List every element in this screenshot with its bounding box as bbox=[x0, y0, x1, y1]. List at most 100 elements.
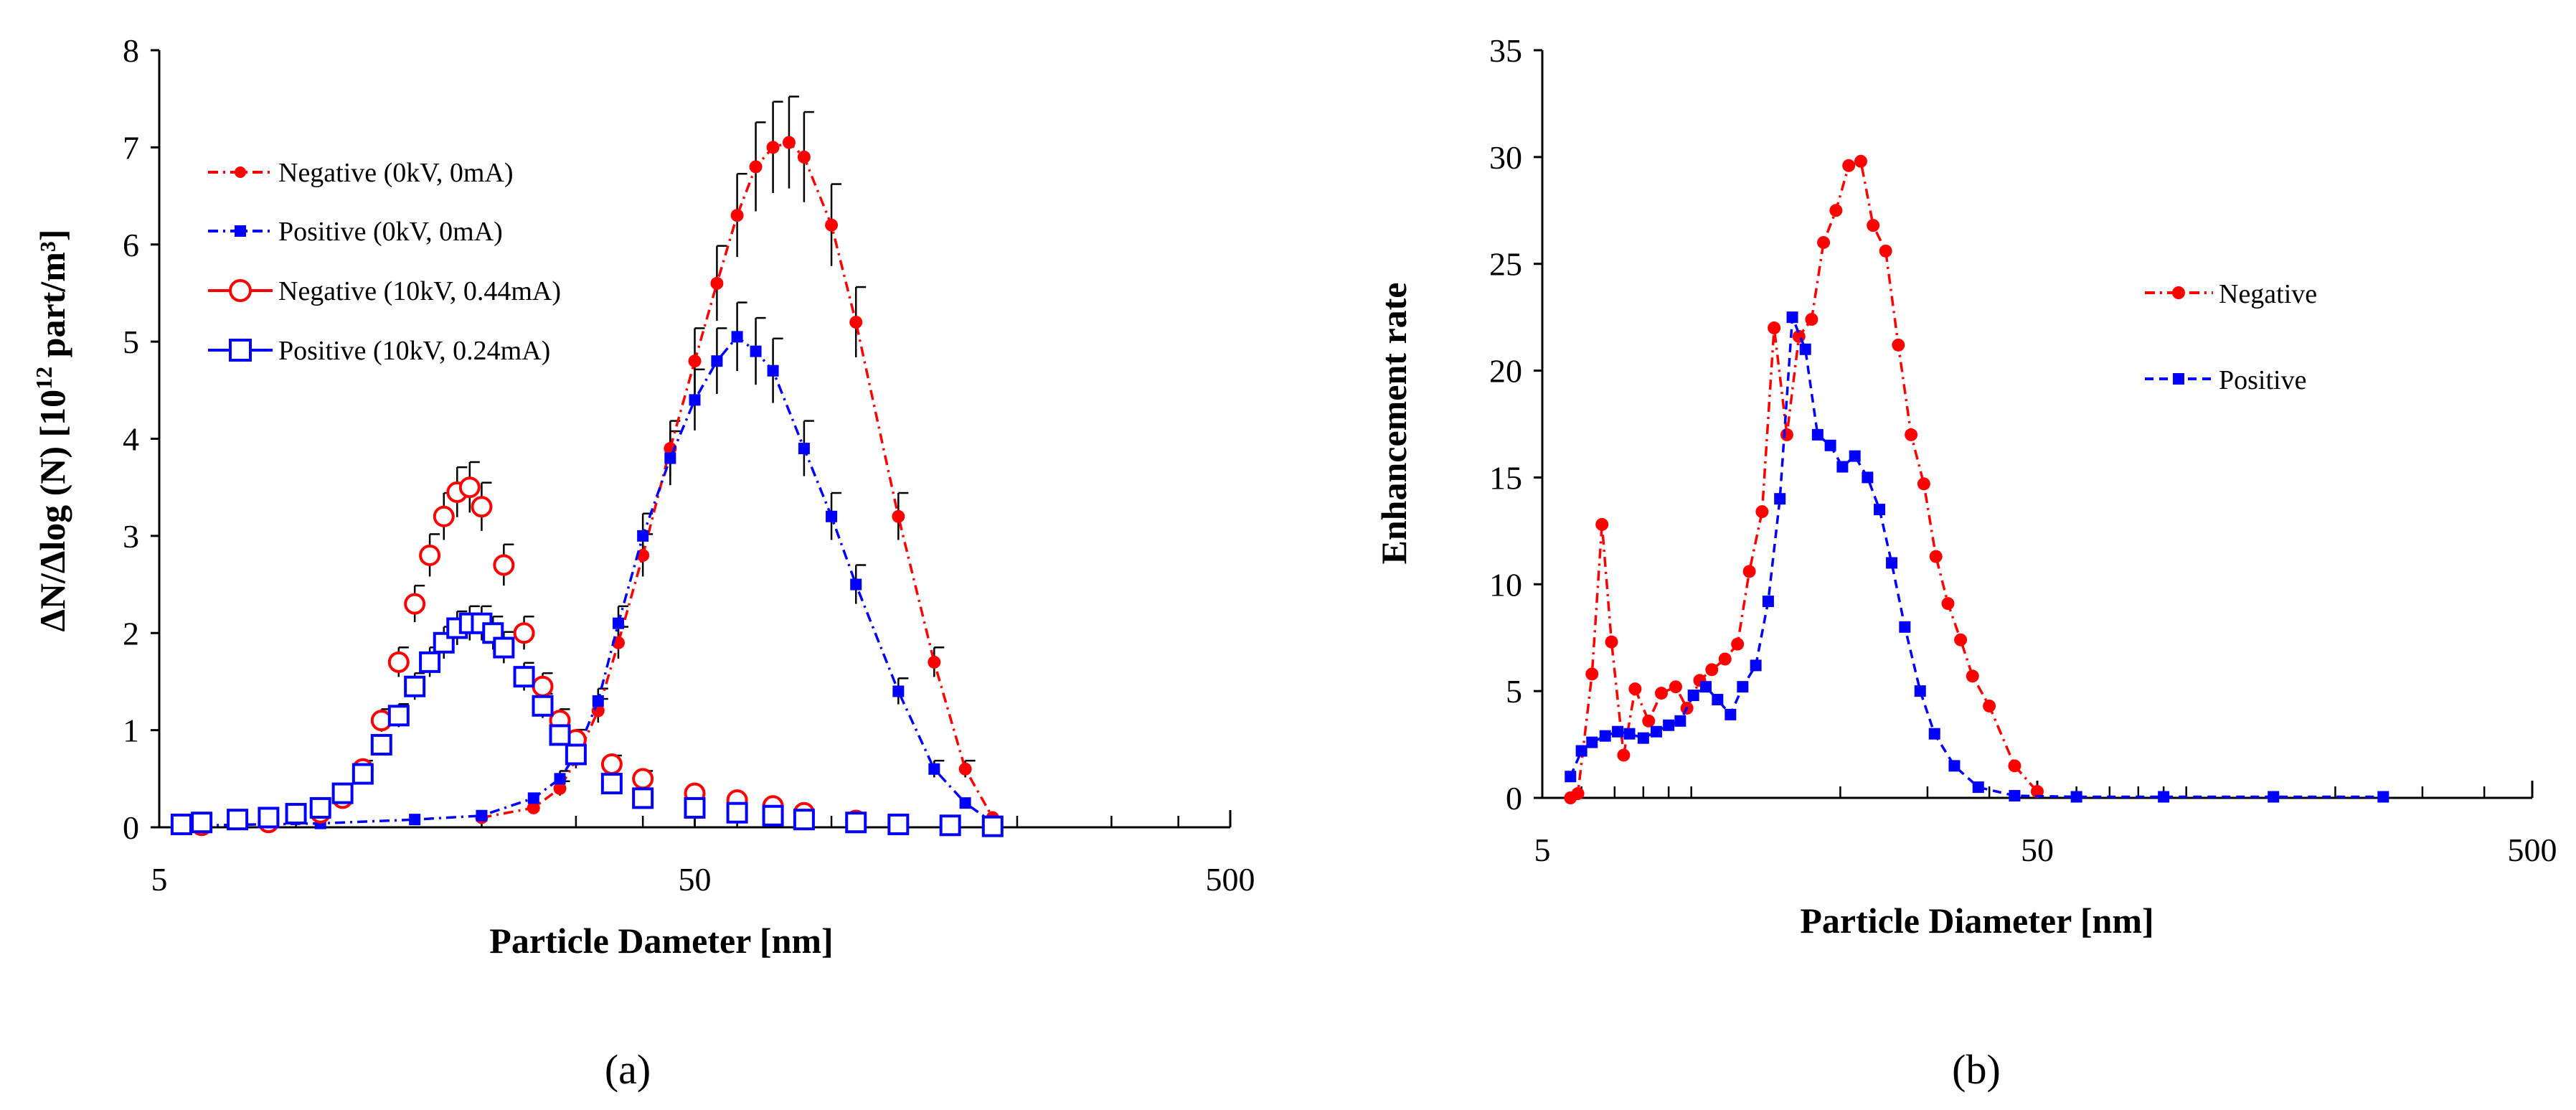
data-point-b-0-7 bbox=[1642, 714, 1656, 728]
panel-b-x-tick-label: 500 bbox=[2508, 832, 2557, 868]
data-point-b-0-25 bbox=[1867, 219, 1880, 232]
panel-a-y-label: ΔN/Δlog (N) [1012 part/m³] bbox=[31, 230, 72, 632]
data-point-b-1-17 bbox=[1774, 493, 1786, 505]
data-point-b-0-20 bbox=[1805, 313, 1818, 326]
data-point-b-0-4 bbox=[1605, 635, 1618, 649]
data-point-a-3-23 bbox=[632, 787, 654, 809]
data-point-a-3-8 bbox=[370, 733, 392, 756]
data-point-a-1-16 bbox=[798, 443, 810, 455]
data-point-a-1-9 bbox=[637, 530, 649, 542]
data-point-a-2-14 bbox=[513, 622, 535, 644]
data-point-a-1-19 bbox=[892, 685, 905, 697]
legend-a-marker-0 bbox=[235, 166, 246, 178]
data-point-b-1-10 bbox=[1687, 690, 1699, 702]
data-point-a-1-20 bbox=[928, 763, 940, 775]
data-point-a-1-7 bbox=[592, 695, 604, 707]
data-point-a-3-0 bbox=[170, 813, 192, 835]
data-point-b-0-24 bbox=[1854, 154, 1867, 168]
data-point-b-0-31 bbox=[1941, 597, 1955, 611]
panel-a-y-tick-label: 2 bbox=[123, 615, 139, 652]
panel-a-y-tick-label: 1 bbox=[123, 712, 139, 749]
data-point-b-0-2 bbox=[1585, 667, 1599, 681]
data-point-a-2-9 bbox=[433, 505, 455, 527]
data-point-a-3-28 bbox=[845, 812, 867, 834]
data-point-b-0-3 bbox=[1595, 517, 1609, 531]
panel-b-y-tick-label: 25 bbox=[1489, 246, 1522, 283]
data-point-a-1-21 bbox=[959, 797, 971, 809]
panel-a-y-tick-label: 8 bbox=[123, 32, 139, 69]
data-point-a-2-8 bbox=[419, 544, 441, 566]
data-point-a-0-16 bbox=[849, 316, 863, 329]
panel-a-axes: 0 1 2 3 4 5 6 7 8 5 50 500 bbox=[123, 32, 1255, 898]
data-point-a-3-31 bbox=[981, 815, 1004, 837]
panel-b-legend: Negative Positive bbox=[2145, 279, 2317, 395]
series-b-0 bbox=[1564, 154, 2044, 804]
data-point-a-0-15 bbox=[825, 218, 839, 232]
data-point-b-1-14 bbox=[1737, 681, 1749, 693]
data-point-a-3-27 bbox=[793, 809, 815, 831]
panel-b-y-tick-label: 30 bbox=[1489, 139, 1522, 176]
panel-b-y-tick-label: 15 bbox=[1489, 459, 1522, 496]
data-point-b-1-25 bbox=[1874, 504, 1886, 516]
data-point-b-0-22 bbox=[1829, 204, 1843, 217]
data-point-a-3-21 bbox=[565, 743, 587, 766]
data-point-a-3-9 bbox=[387, 705, 410, 727]
data-point-a-3-17 bbox=[493, 636, 515, 659]
data-point-a-1-18 bbox=[850, 578, 862, 591]
data-point-a-1-3 bbox=[476, 809, 488, 822]
data-point-a-2-6 bbox=[387, 651, 410, 673]
data-point-a-1-12 bbox=[711, 355, 723, 367]
data-point-b-1-12 bbox=[1712, 694, 1724, 706]
data-point-a-0-2 bbox=[553, 781, 567, 795]
data-point-b-0-1 bbox=[1571, 787, 1585, 801]
data-point-b-0-34 bbox=[1983, 699, 1996, 712]
data-point-b-1-31 bbox=[1972, 781, 1984, 794]
panel-a-y-label-end: part/m³] bbox=[32, 230, 72, 367]
data-point-a-1-2 bbox=[409, 814, 421, 826]
data-point-a-1-15 bbox=[767, 364, 779, 377]
legend-a-label-2: Negative (10kV, 0.44mA) bbox=[278, 276, 561, 306]
data-point-b-1-1 bbox=[1575, 745, 1587, 757]
data-point-a-2-11 bbox=[458, 476, 481, 499]
data-point-a-3-20 bbox=[549, 724, 571, 746]
data-point-a-1-17 bbox=[826, 510, 838, 522]
data-point-b-1-26 bbox=[1886, 557, 1898, 569]
panel-a-legend: Negative (0kV, 0mA) Positive (0kV, 0mA) … bbox=[208, 158, 561, 366]
data-point-a-1-8 bbox=[612, 617, 624, 629]
panel-a-series bbox=[170, 136, 1004, 837]
panel-a-x-tick-label: 50 bbox=[679, 861, 712, 898]
data-point-a-3-3 bbox=[258, 806, 280, 829]
data-point-b-1-11 bbox=[1699, 681, 1712, 693]
legend-a-label-1: Positive (0kV, 0mA) bbox=[278, 217, 503, 247]
data-point-b-1-13 bbox=[1725, 708, 1737, 720]
series-a-2 bbox=[191, 476, 910, 837]
data-point-b-1-35 bbox=[2268, 791, 2280, 803]
panel-a-y-tick-label: 7 bbox=[123, 129, 139, 166]
series-line-a-1 bbox=[202, 334, 994, 827]
data-point-b-1-8 bbox=[1663, 719, 1675, 731]
data-point-a-3-22 bbox=[600, 773, 623, 795]
data-point-a-3-19 bbox=[532, 695, 554, 717]
panel-b-label: (b) bbox=[1952, 1046, 2001, 1093]
data-point-a-0-11 bbox=[749, 160, 763, 174]
data-point-b-0-16 bbox=[1755, 505, 1769, 519]
data-point-b-0-30 bbox=[1929, 550, 1943, 563]
data-point-b-0-33 bbox=[1966, 669, 1979, 683]
data-point-a-1-14 bbox=[750, 345, 762, 357]
data-point-a-0-13 bbox=[782, 136, 796, 149]
data-point-a-0-14 bbox=[797, 150, 811, 164]
panel-b-y-tick-label: 0 bbox=[1506, 780, 1522, 817]
data-point-a-0-19 bbox=[958, 762, 972, 776]
panel-b-x-tick-label: 5 bbox=[1534, 832, 1551, 868]
data-point-b-0-35 bbox=[2008, 759, 2021, 773]
data-point-a-2-7 bbox=[404, 593, 426, 615]
data-point-b-0-29 bbox=[1917, 477, 1930, 491]
legend-b-marker-0 bbox=[2172, 286, 2185, 299]
data-point-b-1-0 bbox=[1565, 771, 1577, 783]
data-point-b-1-3 bbox=[1599, 730, 1611, 742]
panel-a-y-label-sup: 12 bbox=[31, 367, 57, 390]
data-point-a-3-5 bbox=[309, 796, 331, 819]
legend-b-label-0: Negative bbox=[2219, 279, 2317, 309]
data-point-a-3-30 bbox=[939, 814, 961, 837]
